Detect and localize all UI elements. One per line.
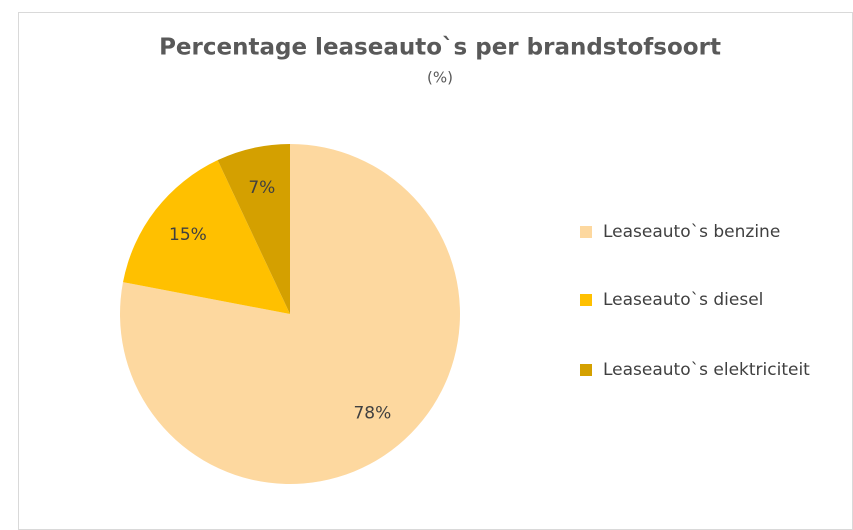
data-label: 7% [248,178,275,198]
pie-slice [217,144,290,314]
legend-swatch [580,294,592,306]
data-label: 78% [353,404,391,424]
legend-swatch [580,226,592,238]
chart-subtitle: (%) [427,69,453,87]
pie-slice [123,160,290,314]
chart-title: Percentage leaseauto`s per brandstofsoor… [159,35,721,61]
legend-label: Leaseauto`s diesel [603,290,763,310]
legend-label: Leaseauto`s elektriciteit [603,360,810,380]
legend-label: Leaseauto`s benzine [603,222,780,242]
legend-swatch [580,364,592,376]
data-label: 15% [169,225,207,245]
